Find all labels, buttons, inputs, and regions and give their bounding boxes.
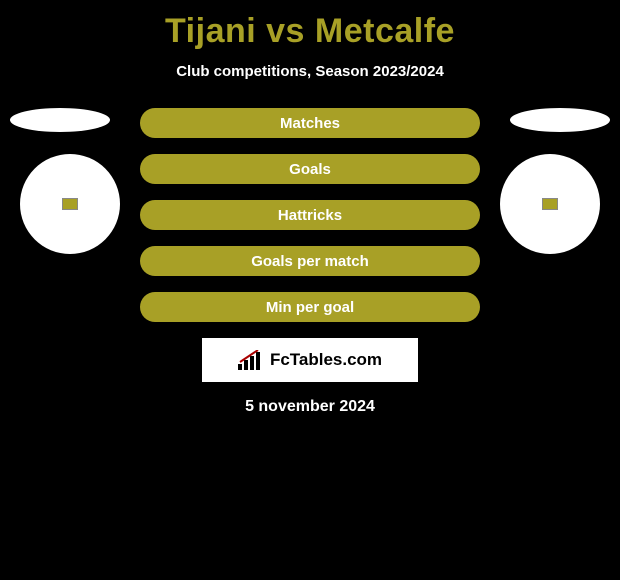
- bar-goals-per-match: Goals per match: [140, 246, 480, 276]
- bar-matches: Matches: [140, 108, 480, 138]
- bars-container: Matches Goals Hattricks Goals per match …: [140, 108, 480, 322]
- bar-min-per-goal: Min per goal: [140, 292, 480, 322]
- bars-icon: [238, 350, 264, 370]
- player-right-ellipse: [510, 108, 610, 132]
- player-left-badge: [20, 154, 120, 254]
- site-logo-text: FcTables.com: [270, 350, 382, 370]
- bar-goals: Goals: [140, 154, 480, 184]
- page-title: Tijani vs Metcalfe: [0, 0, 620, 51]
- placeholder-icon: [62, 198, 78, 210]
- snapshot-date: 5 november 2024: [0, 398, 620, 416]
- comparison-chart: Matches Goals Hattricks Goals per match …: [0, 108, 620, 416]
- site-logo: FcTables.com: [202, 338, 418, 382]
- placeholder-icon: [542, 198, 558, 210]
- player-right-badge: [500, 154, 600, 254]
- page-subtitle: Club competitions, Season 2023/2024: [0, 63, 620, 80]
- bar-hattricks: Hattricks: [140, 200, 480, 230]
- player-left-ellipse: [10, 108, 110, 132]
